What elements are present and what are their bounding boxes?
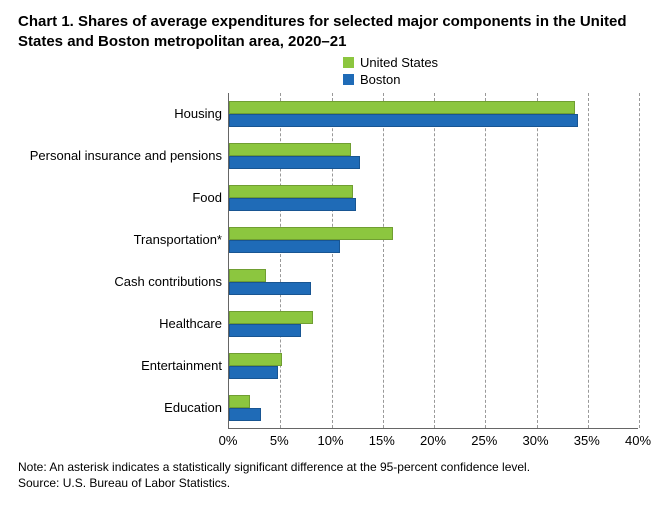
legend-swatch-boston [343,74,354,85]
y-axis-labels: HousingPersonal insurance and pensionsFo… [18,93,228,429]
bar-boston [229,408,261,421]
x-tick-label: 40% [625,433,651,448]
x-tick-label: 25% [471,433,497,448]
legend-item-boston: Boston [343,72,400,87]
bar-us [229,185,353,198]
bar-group [229,135,638,177]
category-label: Healthcare [18,303,222,345]
bar-us [229,269,266,282]
bar-boston [229,198,356,211]
bar-group [229,303,638,345]
category-label: Cash contributions [18,261,222,303]
bar-us [229,143,351,156]
category-label: Food [18,177,222,219]
bar-boston [229,282,311,295]
legend-label-boston: Boston [360,72,400,87]
legend: United States Boston [343,55,651,87]
legend-item-us: United States [343,55,438,70]
bar-group [229,387,638,429]
bar-us [229,353,282,366]
category-label: Housing [18,93,222,135]
legend-label-us: United States [360,55,438,70]
bar-us [229,227,393,240]
chart: HousingPersonal insurance and pensionsFo… [18,93,651,429]
x-tick-label: 20% [420,433,446,448]
chart-title: Chart 1. Shares of average expenditures … [18,12,651,51]
bar-boston [229,324,301,337]
bar-us [229,101,575,114]
bar-us [229,311,313,324]
legend-swatch-us [343,57,354,68]
bar-boston [229,114,578,127]
bar-group [229,177,638,219]
category-label: Entertainment [18,345,222,387]
category-label: Education [18,387,222,429]
gridline [639,93,640,428]
x-tick-label: 10% [317,433,343,448]
bar-boston [229,240,340,253]
note-asterisk: Note: An asterisk indicates a statistica… [18,459,651,475]
plot-area [228,93,638,429]
bar-boston [229,366,278,379]
bar-us [229,395,250,408]
x-tick-label: 30% [522,433,548,448]
bar-group [229,261,638,303]
bar-group [229,93,638,135]
category-label: Personal insurance and pensions [18,135,222,177]
note-source: Source: U.S. Bureau of Labor Statistics. [18,475,651,491]
bar-boston [229,156,360,169]
x-tick-label: 5% [270,433,289,448]
x-tick-label: 15% [369,433,395,448]
x-tick-label: 0% [219,433,238,448]
x-axis: 0%5%10%15%20%25%30%35%40% [228,429,638,449]
x-tick-label: 35% [574,433,600,448]
chart-notes: Note: An asterisk indicates a statistica… [18,459,651,491]
bar-group [229,345,638,387]
category-label: Transportation* [18,219,222,261]
bar-group [229,219,638,261]
